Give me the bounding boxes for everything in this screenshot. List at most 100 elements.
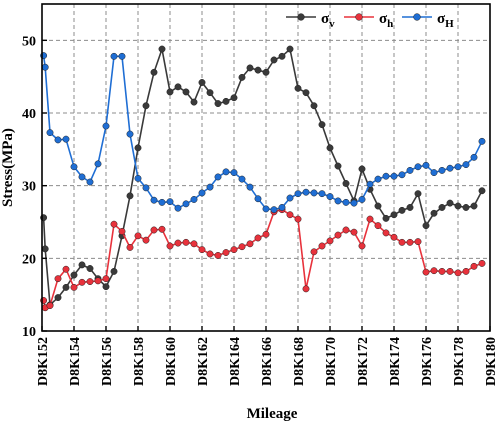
data-point [398, 171, 406, 179]
x-tick-label: D8K160 [164, 337, 179, 386]
series-1 [40, 45, 486, 309]
data-point [430, 267, 438, 275]
data-point [206, 250, 214, 258]
data-point [326, 144, 334, 152]
data-point [382, 229, 390, 237]
data-point [230, 94, 238, 102]
series-group [40, 45, 486, 312]
data-point [446, 164, 454, 172]
series-3 [40, 52, 486, 214]
data-point [414, 190, 422, 198]
y-tick-label: 10 [22, 325, 36, 340]
data-point [182, 238, 190, 246]
data-point [366, 215, 374, 223]
x-tick-label: D8K154 [68, 337, 83, 386]
data-point [94, 160, 102, 168]
data-point [70, 283, 78, 291]
data-point [350, 228, 358, 236]
data-point [102, 122, 110, 130]
data-point [78, 261, 86, 269]
data-point [406, 238, 414, 246]
data-point [342, 198, 350, 206]
series-line [42, 55, 483, 211]
data-point [126, 130, 134, 138]
data-point [294, 215, 302, 223]
legend-marker [297, 13, 305, 21]
data-point [374, 175, 382, 183]
data-point [206, 183, 214, 191]
data-point [390, 233, 398, 241]
data-point [262, 205, 270, 213]
data-point [118, 227, 126, 235]
data-point [246, 64, 254, 72]
x-tick-label: D9K176 [420, 337, 435, 386]
data-point [46, 129, 54, 137]
data-point [62, 283, 70, 291]
data-point [86, 178, 94, 186]
data-point [54, 294, 62, 302]
data-point [238, 73, 246, 81]
data-point [222, 168, 230, 176]
data-point [54, 136, 62, 144]
data-point [158, 45, 166, 53]
data-point [246, 183, 254, 191]
data-point [41, 245, 49, 253]
data-point [318, 190, 326, 198]
x-axis-title: Mileage [247, 406, 298, 422]
data-point [142, 102, 150, 110]
data-point [182, 200, 190, 208]
x-tick-label: D8K156 [100, 337, 115, 386]
data-point [254, 234, 262, 242]
data-point [198, 246, 206, 254]
legend-label: σh [379, 11, 393, 30]
tick-marks [41, 39, 491, 332]
x-tick-label: D9K178 [452, 337, 467, 386]
data-point [110, 267, 118, 275]
data-point [470, 153, 478, 161]
y-tick-label: 30 [22, 180, 36, 195]
data-point [302, 89, 310, 97]
data-point [294, 84, 302, 92]
data-point [230, 246, 238, 254]
data-point [462, 204, 470, 211]
data-point [214, 173, 222, 181]
data-point [150, 226, 158, 234]
data-point [326, 237, 334, 245]
data-point [310, 102, 318, 110]
data-point [182, 88, 190, 96]
data-point [478, 187, 486, 195]
data-point [366, 180, 374, 188]
data-point [438, 267, 446, 275]
data-point [422, 161, 430, 169]
data-point [174, 239, 182, 247]
data-point [358, 242, 366, 250]
data-point [54, 275, 62, 283]
data-point [246, 240, 254, 248]
data-point [390, 211, 398, 219]
data-point [398, 206, 406, 214]
data-point [382, 172, 390, 180]
data-point [190, 240, 198, 248]
data-point [174, 204, 182, 212]
legend: σv σh σH [286, 11, 454, 30]
data-point [254, 66, 262, 74]
data-point [158, 225, 166, 233]
data-point [110, 220, 118, 228]
data-point [118, 52, 126, 60]
data-point [166, 242, 174, 250]
data-point [438, 204, 446, 211]
data-point [470, 202, 478, 210]
data-point [238, 175, 246, 183]
x-tick-label: D8K174 [388, 337, 403, 386]
data-point [286, 45, 294, 53]
data-point [430, 169, 438, 177]
data-point [70, 163, 78, 171]
y-tick-label: 40 [22, 107, 36, 122]
data-point [134, 144, 142, 152]
data-point [230, 169, 238, 177]
data-point [86, 265, 94, 272]
data-point [374, 202, 382, 210]
data-point [270, 206, 278, 214]
data-point [446, 267, 454, 275]
data-point [318, 242, 326, 250]
